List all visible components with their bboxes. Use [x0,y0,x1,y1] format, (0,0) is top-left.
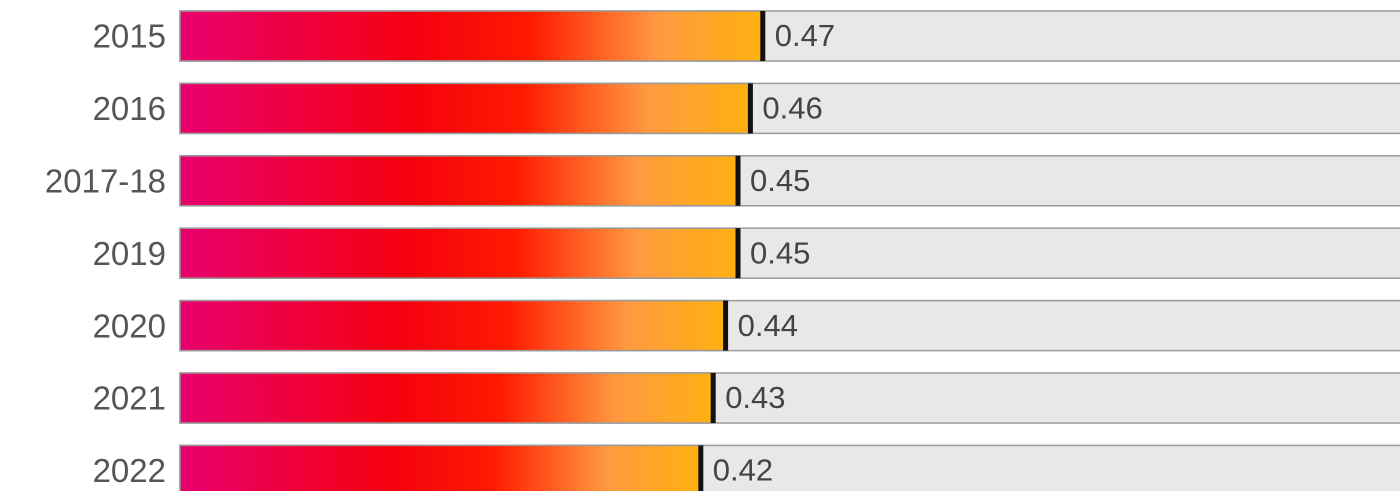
bar [179,227,739,279]
bar-end-marker [735,228,741,279]
bar-end-marker [735,155,741,206]
bar [179,10,764,62]
bar-end-marker [710,373,716,423]
value-label: 0.47 [775,18,835,53]
value-label: 0.43 [725,380,785,415]
value-label: 0.45 [750,235,810,270]
category-label: 2020 [93,307,166,344]
category-label: 2019 [93,235,166,272]
value-label: 0.44 [738,308,798,343]
value-label: 0.45 [750,163,810,198]
category-label: 2017-18 [45,163,166,200]
value-label: 0.46 [762,91,822,126]
value-label: 0.42 [713,453,773,488]
bar [179,155,739,207]
category-label: 2021 [93,380,166,417]
bar-end-marker [698,445,704,491]
bar [179,444,702,491]
bar [179,82,752,135]
bar-end-marker [747,83,753,134]
category-label: 2022 [93,452,166,489]
bar-end-marker [760,11,766,61]
bar [179,372,714,424]
bar-end-marker [723,300,729,351]
bar [179,299,727,352]
category-label: 2016 [93,90,166,127]
category-label: 2015 [93,18,166,55]
